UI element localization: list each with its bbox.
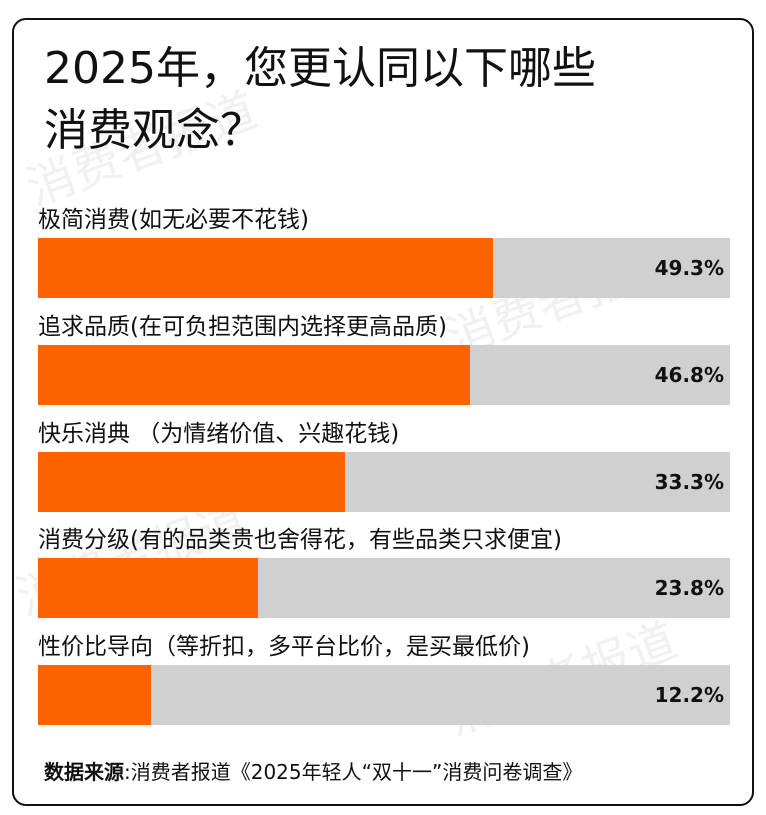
source-label: 数据来源 <box>44 760 124 784</box>
bar <box>38 665 151 725</box>
category-label: 消费分级(有的品类贵也舍得花，有些品类只求便宜) <box>38 527 562 553</box>
bar <box>38 558 258 618</box>
source: 数据来源:消费者报道《2025年轻人“双十一”消费问卷调查》 <box>44 756 582 785</box>
category-label: 追求品质(在可负担范围内选择更高品质) <box>38 314 447 340</box>
value-label: 33.3% <box>654 470 724 494</box>
value-label: 46.8% <box>654 363 724 387</box>
bar-track: 49.3% <box>38 238 730 298</box>
value-label: 49.3% <box>654 256 724 280</box>
value-label: 23.8% <box>654 576 724 600</box>
value-label: 12.2% <box>654 683 724 707</box>
bar <box>38 345 470 405</box>
source-text: :消费者报道《2025年轻人“双十一”消费问卷调查》 <box>124 760 583 784</box>
bar <box>38 238 493 298</box>
category-label: 极简消费(如无必要不花钱) <box>38 207 309 233</box>
bar-track: 23.8% <box>38 558 730 618</box>
bar-track: 46.8% <box>38 345 730 405</box>
category-label: 快乐消典 （为情绪价值、兴趣花钱) <box>38 421 400 447</box>
category-label: 性价比导向（等折扣，多平台比价，是买最低价) <box>38 634 530 660</box>
bar-track: 33.3% <box>38 452 730 512</box>
chart-title: 2025年，您更认同以下哪些消费观念？ <box>44 43 596 156</box>
bar <box>38 452 346 512</box>
bar-track: 12.2% <box>38 665 730 725</box>
